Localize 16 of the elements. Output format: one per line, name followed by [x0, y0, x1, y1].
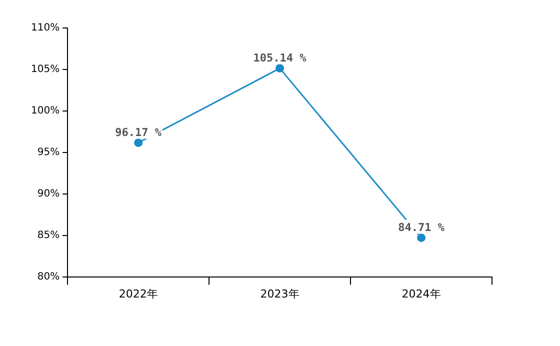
- y-tick-label: 100%: [30, 106, 60, 117]
- y-tick-label: 80%: [37, 271, 60, 282]
- y-tick-label: 90%: [37, 188, 60, 200]
- data-label: 84.71 %: [398, 221, 445, 234]
- y-tick-label: 105%: [30, 64, 60, 76]
- y-tick-label: 85%: [37, 230, 60, 241]
- x-tick-label: 2024年: [402, 287, 441, 300]
- data-label: 105.14 %: [253, 52, 307, 65]
- y-tick-label: 95%: [37, 146, 60, 158]
- point: [417, 233, 426, 242]
- y-tick-label: 110%: [30, 22, 60, 34]
- x-tick-label: 2022年: [118, 287, 158, 300]
- x-tick-label: 2023年: [260, 287, 300, 300]
- data-label: 96.17 %: [115, 126, 162, 140]
- point: [276, 64, 284, 73]
- point: [134, 138, 143, 147]
